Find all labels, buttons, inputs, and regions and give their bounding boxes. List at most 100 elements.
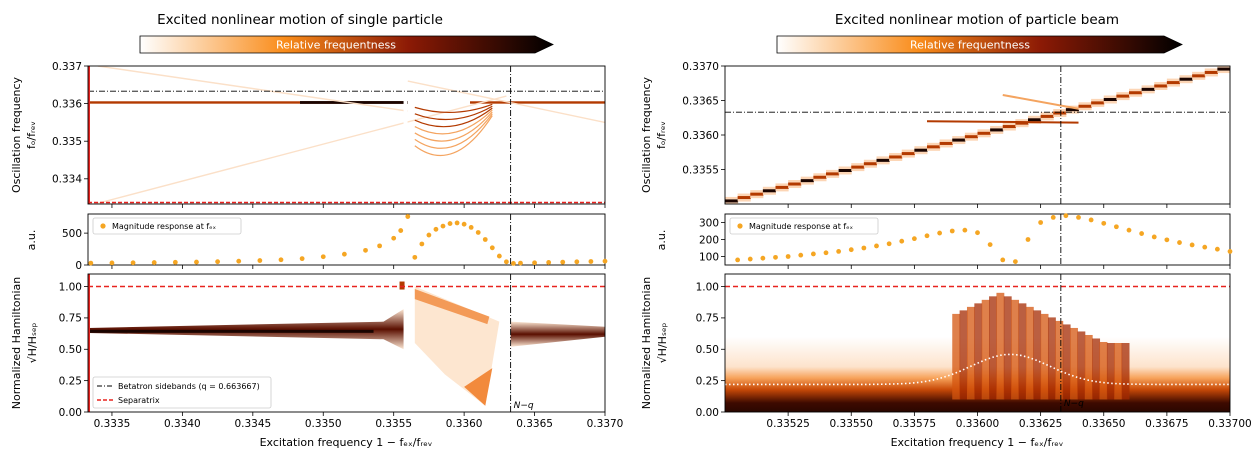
right-bottom-plume-column — [1011, 299, 1020, 400]
left-bottom-xtick-label: 0.3340 — [164, 418, 201, 430]
left-mid-panel: 0 500 Magnitude response at fₑₓ a.u. — [25, 213, 608, 272]
left-mid-point — [151, 260, 157, 265]
right-bottom-plume-column — [1077, 331, 1086, 400]
right-mid-point — [798, 252, 804, 258]
right-mid-point — [911, 236, 917, 242]
right-bottom-xtick-label: 0.33575 — [893, 418, 936, 430]
right-top-band-cell — [914, 148, 928, 152]
right-top-band-cell — [1028, 118, 1042, 122]
right-mid-point — [735, 257, 741, 263]
right-bottom-xtick-label: 0.33600 — [956, 418, 999, 430]
left-bottom-legend-separatrix: Separatrix — [118, 396, 160, 405]
right-colorbar-label: Relative frequentness — [910, 39, 1030, 52]
right-bottom-plume-column — [1092, 338, 1101, 400]
left-mid-point — [588, 259, 594, 264]
left-bottom-ylabel2: √H/Hₛₑₚ — [26, 322, 39, 363]
left-bottom-panel: N−q 0.00 0.25 0.50 0.75 1.00 0.3335 0.3340 0.334… — [10, 273, 623, 449]
right-mid-point — [1164, 237, 1170, 243]
left-bottom-gap — [404, 274, 409, 412]
right-mid-ytick-label: 200 — [699, 234, 719, 246]
right-bottom-plume-column — [1047, 317, 1056, 400]
right-bottom-xtick-label: 0.33700 — [1208, 418, 1251, 430]
right-bottom-ytick-label: 0.00 — [696, 407, 719, 419]
left-top-diagonal — [97, 66, 408, 112]
right-mid-point — [1050, 215, 1056, 220]
right-top-band-cell — [775, 185, 789, 189]
right-bottom-ytick-label: 1.00 — [696, 281, 719, 293]
right-bottom-ytick-label: 0.25 — [696, 375, 719, 387]
right-mid-point — [924, 233, 930, 239]
right-top-ytick-label: 0.3370 — [682, 61, 719, 73]
right-mid-point — [899, 238, 905, 244]
left-bottom-xtick-label: 0.3350 — [305, 418, 342, 430]
left-bottom-xtick-label: 0.3335 — [94, 418, 131, 430]
right-mid-ylabel: a.u. — [655, 230, 668, 251]
right-top-heatmap — [725, 66, 1230, 204]
left-mid-point — [496, 253, 502, 259]
left-mid-point — [426, 232, 432, 238]
right-top-band-cell — [1179, 77, 1193, 81]
left-mid-point — [503, 259, 509, 265]
right-top-band-cell — [1091, 101, 1105, 105]
right-top-band-cell — [927, 145, 941, 149]
right-bottom-ylabel2: √H/Hₛₑₚ — [656, 322, 669, 363]
right-mid-point — [1101, 220, 1107, 226]
left-top-inner-curve — [414, 103, 493, 114]
left-mid-point — [454, 220, 460, 226]
right-bottom-plume-column — [952, 313, 961, 400]
right-mid-point — [1038, 220, 1044, 225]
left-mid-point — [433, 226, 439, 232]
left-bottom-ytick-label: 1.00 — [59, 281, 82, 293]
right-mid-point — [1214, 246, 1220, 252]
left-mid-point — [341, 251, 347, 257]
right-colorbar: Relative frequentness — [776, 35, 1183, 54]
right-bottom-plume-column — [1040, 313, 1049, 400]
right-top-ylabel: Oscillation frequency — [640, 76, 653, 193]
right-bottom-plume-column — [1003, 296, 1012, 400]
right-bottom-plume-column — [989, 296, 997, 400]
right-mid-ytick-label: 100 — [699, 251, 719, 263]
right-top-band-cell — [788, 182, 802, 186]
left-mid-point — [511, 261, 516, 266]
left-top-diagonal — [407, 80, 605, 124]
left-bottom-ytick-label: 0.00 — [59, 407, 82, 419]
right-bottom-panel: N−q 0.00 0.25 0.50 0.75 1.00 0.33525 0.33550 0.3… — [640, 273, 1252, 449]
left-bottom-xtick-label: 0.3355 — [375, 418, 412, 430]
right-top-branch — [926, 120, 1079, 124]
left-mid-point — [440, 223, 446, 229]
right-mid-point — [1012, 259, 1018, 264]
left-top-ytick-label: 0.334 — [52, 174, 82, 186]
left-bottom-ylabel: Normalized Hamiltonian — [10, 277, 23, 410]
left-top-band-dark — [300, 101, 408, 104]
left-mid-point — [236, 258, 242, 264]
right-mid-point — [823, 250, 829, 256]
left-mid-point — [172, 259, 178, 265]
right-mid-point — [949, 228, 955, 234]
left-bottom-band-core — [88, 329, 374, 333]
left-mid-point — [482, 237, 488, 242]
left-top-ytick-label: 0.335 — [52, 136, 82, 148]
left-bottom-complex-edge — [414, 289, 490, 325]
left-bottom-legend: Betatron sidebands (q = 0.663667) Separa… — [92, 376, 272, 409]
right-top-band-cell — [952, 138, 966, 142]
right-top-band-cell — [1002, 125, 1016, 129]
right-mid-point — [1202, 244, 1208, 250]
right-top-band-cell — [1166, 81, 1180, 85]
right-bottom-ytick-label: 0.75 — [696, 313, 719, 325]
right-top-band-cell — [838, 169, 852, 173]
right-top-band-cell — [750, 192, 764, 196]
right-top-band-cell — [1065, 108, 1079, 112]
left-mid-point — [299, 256, 305, 262]
left-mid-point — [468, 224, 474, 230]
right-top-ytick-label: 0.3360 — [682, 130, 719, 142]
left-mid-point — [532, 260, 537, 266]
right-top-band-cell — [1154, 84, 1168, 88]
right-top-band-cell — [876, 158, 890, 162]
right-bottom-plume-column — [1070, 327, 1078, 400]
left-top-inner-curve — [414, 111, 493, 142]
left-top-gap — [403, 66, 408, 204]
right-mid-point — [962, 227, 968, 233]
right-top-band-cell — [1204, 70, 1218, 74]
left-top-band — [88, 101, 408, 104]
right-top-band-cell — [826, 172, 840, 176]
